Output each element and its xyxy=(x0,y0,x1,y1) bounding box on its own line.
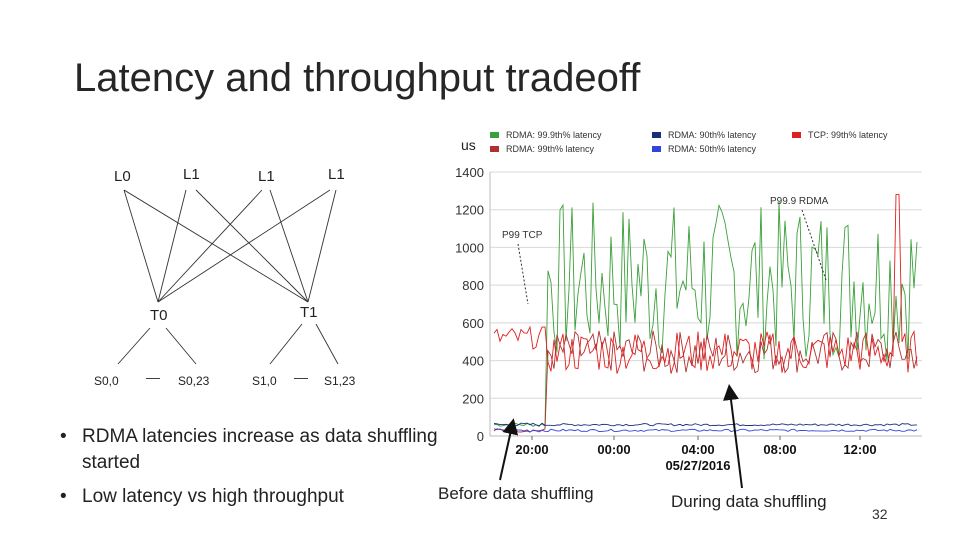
during-caption: During data shuffling xyxy=(671,492,827,511)
y-tick-label: 200 xyxy=(462,391,484,406)
y-tick-label: 400 xyxy=(462,354,484,369)
y-tick-label: 800 xyxy=(462,278,484,293)
y-tick-label: 1000 xyxy=(455,240,484,255)
server-node: S1,23 xyxy=(324,374,356,388)
server-node: S0,23 xyxy=(178,374,210,388)
before-caption: Before data shuffling xyxy=(438,484,594,503)
annotation-pointer xyxy=(801,209,827,281)
x-tick-label: 00:00 xyxy=(597,442,630,457)
latency-chart: us RDMA: 99.9th% latency RDMA: 99th% laten… xyxy=(455,130,922,473)
legend-label: TCP: 99th% latency xyxy=(808,130,888,140)
bullet-item: Low latency vs high throughput xyxy=(58,484,438,510)
legend-label: RDMA: 50th% latency xyxy=(668,144,757,154)
date-label: 05/27/2016 xyxy=(665,458,730,473)
leaf-node-2: L1 xyxy=(258,168,275,185)
server-separator: — xyxy=(294,369,308,385)
x-tick-label: 08:00 xyxy=(763,442,796,457)
y-tick-label: 0 xyxy=(477,429,484,444)
page-number: 32 xyxy=(872,506,888,522)
series-line xyxy=(493,330,918,433)
leaf-node-0: L0 xyxy=(114,168,131,185)
slide-title: Latency and throughput tradeoff xyxy=(74,56,641,100)
series-line xyxy=(493,201,918,427)
legend-label: RDMA: 90th% latency xyxy=(668,130,757,140)
chart-unit-label: us xyxy=(461,137,476,153)
tor-node-1: T1 xyxy=(300,304,318,321)
leaf-node-1: L1 xyxy=(183,166,200,183)
legend-swatch xyxy=(652,146,661,152)
series-line xyxy=(493,422,918,427)
x-tick-label: 12:00 xyxy=(843,442,876,457)
bullet-list: RDMA latencies increase as data shufflin… xyxy=(58,424,438,518)
leaf-node-3: L1 xyxy=(328,166,345,183)
topology-links xyxy=(117,189,339,365)
legend-label: RDMA: 99th% latency xyxy=(506,144,595,154)
y-tick-label: 600 xyxy=(462,316,484,331)
legend-swatch xyxy=(652,132,661,138)
tor-node-0: T0 xyxy=(150,307,168,324)
y-tick-label: 1200 xyxy=(455,203,484,218)
server-separator: — xyxy=(146,369,160,385)
x-tick-label: 04:00 xyxy=(681,442,714,457)
x-tick-label: 20:00 xyxy=(515,442,548,457)
legend-swatch xyxy=(490,146,499,152)
annotation-label: P99 TCP xyxy=(502,230,543,241)
series-line xyxy=(493,428,918,433)
legend-swatch xyxy=(792,132,801,138)
y-tick-label: 1400 xyxy=(455,165,484,180)
annotation-pointer xyxy=(517,243,529,305)
legend-label: RDMA: 99.9th% latency xyxy=(506,130,602,140)
series-line xyxy=(493,194,918,374)
legend-swatch xyxy=(490,132,499,138)
server-node: S0,0 xyxy=(94,374,119,388)
server-node: S1,0 xyxy=(252,374,277,388)
bullet-item: RDMA latencies increase as data shufflin… xyxy=(58,424,438,476)
annotation-label: P99.9 RDMA xyxy=(770,196,829,207)
